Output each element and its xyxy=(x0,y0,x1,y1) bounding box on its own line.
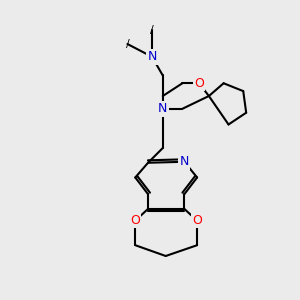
Text: N: N xyxy=(158,102,167,115)
Text: /: / xyxy=(126,39,129,49)
Text: O: O xyxy=(194,77,204,90)
Text: O: O xyxy=(130,214,140,227)
Text: O: O xyxy=(192,214,202,227)
Text: N: N xyxy=(147,50,157,63)
Text: /: / xyxy=(150,25,154,35)
Text: N: N xyxy=(180,155,189,168)
